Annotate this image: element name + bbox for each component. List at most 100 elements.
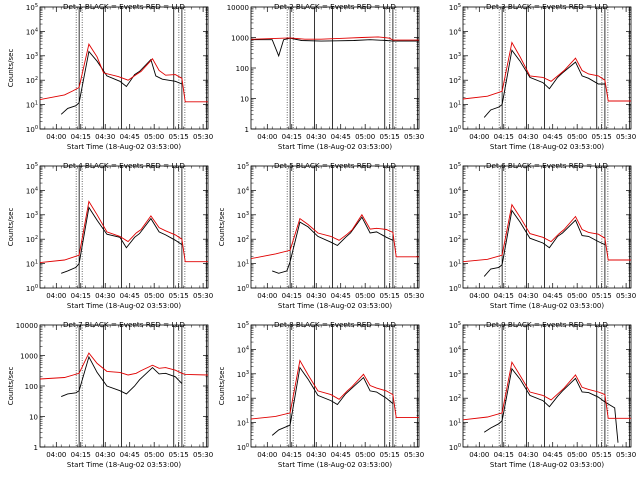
y-tick-label: 101	[26, 260, 38, 269]
x-tick-label: 05:30	[404, 292, 424, 300]
x-tick-label: 04:45	[331, 451, 351, 459]
y-tick-label: 102	[237, 394, 249, 403]
x-tick-label: 04:30	[306, 133, 326, 141]
y-tick-label: 100	[237, 284, 249, 293]
detector-panel-3: 100 101 102 103 104 105 04:00 04:15 04:30 04:45 05…	[449, 2, 636, 151]
x-tick-label: 04:45	[120, 133, 140, 141]
series-events	[483, 49, 605, 118]
x-tick-label: 04:30	[306, 451, 326, 459]
x-tick-label: 05:30	[616, 292, 636, 300]
series-lld	[251, 213, 419, 260]
y-tick-label: 100	[236, 65, 249, 73]
y-axis-label: Counts/sec	[7, 208, 15, 247]
x-tick-label: 04:00	[257, 133, 277, 141]
y-tick-label: 10000	[227, 4, 249, 12]
x-tick-label: 04:15	[282, 292, 302, 300]
y-tick-label: 102	[26, 76, 38, 85]
x-tick-label: 04:00	[46, 133, 66, 141]
x-tick-label: 05:30	[616, 451, 636, 459]
y-axis-label: Counts/sec	[218, 208, 226, 247]
x-tick-label: 04:45	[543, 133, 563, 141]
x-tick-label: 05:30	[193, 292, 213, 300]
x-tick-label: 05:30	[193, 451, 213, 459]
y-tick-label: 105	[26, 3, 38, 12]
panel-title: Det 6 BLACK = Events RED = LLD	[486, 161, 608, 170]
panel-title: Det 9 BLACK = Events RED = LLD	[486, 320, 608, 329]
x-tick-label: 05:00	[144, 133, 164, 141]
series-events	[483, 209, 606, 277]
panel-title: Det 7 BLACK = Events RED = LLD	[63, 320, 185, 329]
panel-title: Det 2 BLACK = Events RED = LLD	[274, 2, 396, 11]
x-tick-label: 05:00	[355, 451, 375, 459]
x-tick-label: 04:30	[306, 292, 326, 300]
y-tick-label: 103	[26, 211, 38, 220]
panel-title: Det 8 BLACK = Events RED = LLD	[274, 320, 396, 329]
x-tick-label: 04:45	[543, 292, 563, 300]
y-tick-label: 105	[449, 162, 461, 171]
y-tick-label: 1000	[20, 353, 38, 361]
series-lld	[463, 41, 631, 102]
detector-panel-8: 100 101 102 103 104 105 04:00 04:15 04:30 04:45 05…	[218, 320, 424, 469]
detector-panel-6: 100 101 102 103 104 105 04:00 04:15 04:30 04:45 05…	[449, 161, 636, 310]
x-tick-label: 04:30	[518, 292, 538, 300]
series-lld	[40, 43, 208, 103]
y-tick-label: 102	[26, 235, 38, 244]
x-axis-label: Start Time (18-Aug-02 03:53:00)	[490, 143, 604, 151]
detector-panel-5: 100 101 102 103 104 105 04:00 04:15 04:30 04:45 05…	[218, 161, 424, 310]
x-tick-label: 05:15	[169, 292, 189, 300]
x-tick-label: 04:15	[494, 451, 514, 459]
x-tick-label: 05:00	[567, 133, 587, 141]
series-lld	[251, 359, 419, 420]
x-tick-label: 05:00	[355, 292, 375, 300]
y-tick-label: 10	[240, 96, 249, 104]
series-events	[61, 206, 183, 274]
y-tick-label: 1000	[231, 35, 249, 43]
x-tick-label: 05:00	[567, 292, 587, 300]
y-tick-label: 1	[34, 444, 38, 452]
y-tick-label: 102	[237, 235, 249, 244]
y-tick-label: 105	[237, 162, 249, 171]
detector-panel-9: 100 101 102 103 104 105 04:00 04:15 04:30 04:45 05…	[449, 320, 636, 469]
x-tick-label: 04:45	[331, 292, 351, 300]
plot-frame	[462, 165, 632, 289]
x-tick-label: 04:00	[46, 451, 66, 459]
x-tick-label: 05:30	[193, 133, 213, 141]
y-tick-label: 104	[449, 186, 461, 195]
detector-panel-2: 1 10 100 1000 10000 04:00 04:15 04:30 04:45 05:00…	[227, 2, 424, 151]
y-tick-label: 101	[237, 260, 249, 269]
x-tick-label: 04:00	[257, 292, 277, 300]
x-tick-label: 04:15	[71, 133, 91, 141]
x-tick-label: 05:30	[616, 133, 636, 141]
x-tick-label: 04:15	[282, 451, 302, 459]
y-tick-label: 101	[449, 101, 461, 110]
x-axis-label: Start Time (18-Aug-02 03:53:00)	[490, 302, 604, 310]
x-tick-label: 05:15	[592, 292, 612, 300]
panel-title: Det 1 BLACK = Events RED = LLD	[63, 2, 185, 11]
x-tick-label: 04:45	[120, 451, 140, 459]
x-tick-label: 04:45	[331, 133, 351, 141]
y-tick-label: 100	[26, 125, 38, 134]
x-axis-label: Start Time (18-Aug-02 03:53:00)	[67, 302, 181, 310]
x-tick-label: 04:15	[494, 292, 514, 300]
y-tick-label: 10000	[16, 322, 38, 330]
y-tick-label: 103	[449, 211, 461, 220]
x-tick-label: 04:15	[71, 451, 91, 459]
y-tick-label: 105	[449, 321, 461, 330]
x-tick-label: 05:15	[169, 451, 189, 459]
y-tick-label: 100	[449, 284, 461, 293]
y-tick-label: 103	[449, 52, 461, 61]
x-tick-label: 05:15	[592, 451, 612, 459]
x-tick-label: 05:15	[380, 133, 400, 141]
y-tick-label: 100	[25, 383, 38, 391]
x-tick-label: 04:30	[518, 133, 538, 141]
x-tick-label: 04:00	[469, 133, 489, 141]
x-tick-label: 04:30	[95, 451, 115, 459]
series-lld	[40, 352, 208, 380]
detector-panel-1: 100 101 102 103 104 105 04:00 04:15 04:30 04:45 05…	[7, 2, 213, 151]
y-tick-label: 100	[237, 443, 249, 452]
x-tick-label: 05:30	[404, 133, 424, 141]
plot-frame	[39, 165, 209, 289]
y-tick-label: 102	[449, 76, 461, 85]
x-tick-label: 05:00	[144, 292, 164, 300]
